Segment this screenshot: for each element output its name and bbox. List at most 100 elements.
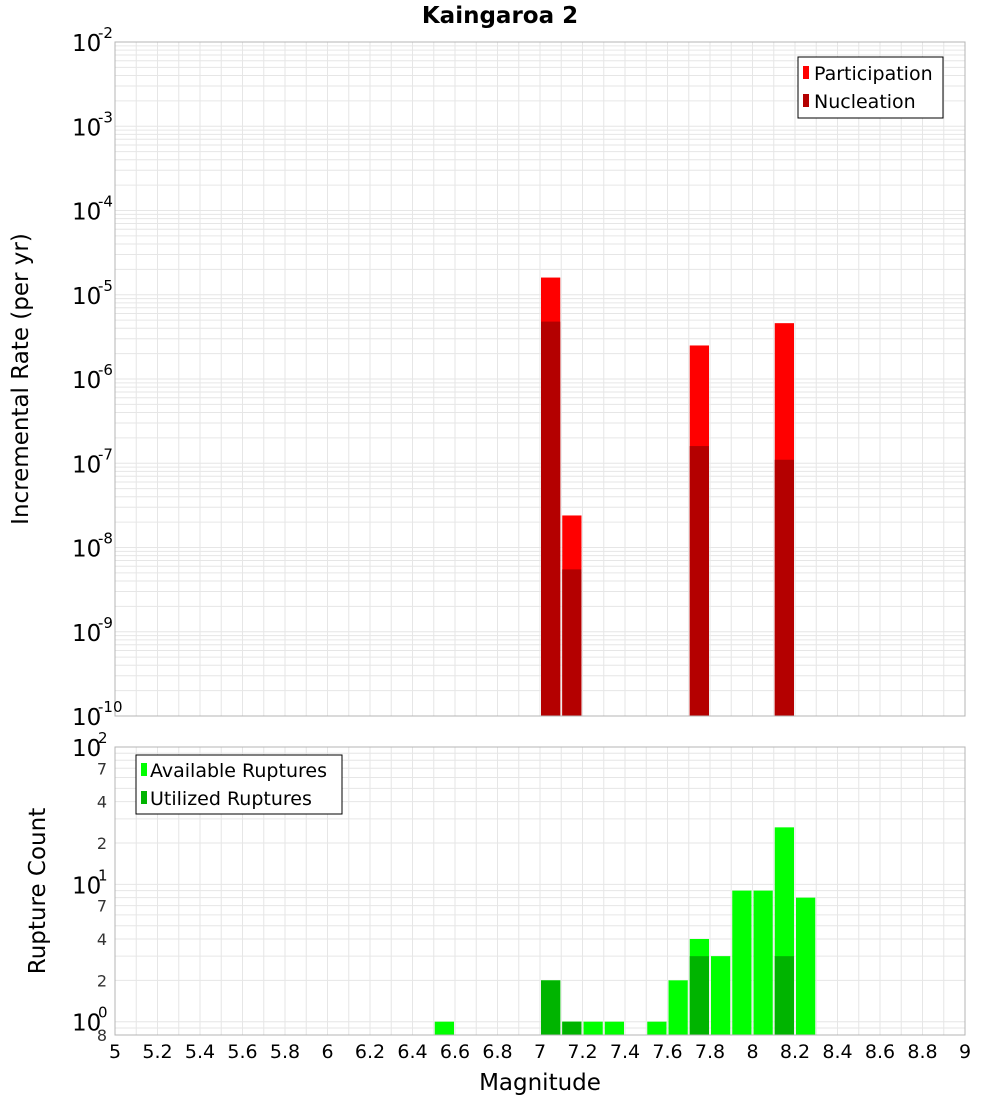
available-ruptures-bar <box>796 897 816 1035</box>
incremental-rate-y-tick-exponent: -8 <box>98 530 113 548</box>
magnitude-x-tick-label: 5.6 <box>227 1041 257 1063</box>
magnitude-x-tick-label: 5.4 <box>185 1041 215 1063</box>
magnitude-x-tick-label: 8.8 <box>907 1041 937 1063</box>
rupture-count-y-tick-label: 7 <box>97 759 107 778</box>
nucleation-bar <box>774 459 794 716</box>
available-ruptures-bar <box>583 1021 603 1035</box>
available-ruptures-bar <box>732 890 752 1035</box>
magnitude-x-tick-label: 5 <box>109 1041 121 1063</box>
rupture-count-y-tick-base: 10 <box>72 873 101 899</box>
incremental-rate-y-tick-exponent: -3 <box>98 108 113 126</box>
utilized-ruptures-bar <box>774 956 794 1035</box>
incremental-rate-y-tick-base: 10 <box>72 284 101 310</box>
incremental-rate-y-tick-base: 10 <box>72 705 101 731</box>
incremental-rate-y-tick-label: 10-3 <box>72 108 113 141</box>
rupture-count-y-axis-label: Rupture Count <box>25 808 51 974</box>
rupture-count-y-tick-label: 8 <box>97 1026 107 1045</box>
incremental-rate-y-tick-exponent: -2 <box>98 24 113 42</box>
incremental-rate-y-tick-exponent: -9 <box>98 614 113 632</box>
incremental-rate-y-tick-exponent: -7 <box>98 445 113 463</box>
rupture-count-y-tick-label: 4 <box>97 930 107 949</box>
available-ruptures-bar <box>711 956 731 1035</box>
incremental-rate-y-axis-label: Incremental Rate (per yr) <box>8 233 34 525</box>
magnitude-x-tick-label: 8.2 <box>780 1041 810 1063</box>
incremental-rate-y-tick-base: 10 <box>72 621 101 647</box>
incremental-rate-y-tick-label: 10-4 <box>72 193 113 226</box>
magnitude-x-tick-label: 7.4 <box>610 1041 640 1063</box>
incremental-rate-y-ticks: 10-210-310-410-510-610-710-810-910-10 <box>72 24 123 731</box>
incremental-rate-y-tick-label: 10-7 <box>72 445 113 478</box>
incremental-rate-y-tick-base: 10 <box>72 200 101 226</box>
incremental-rate-y-tick-label: 10-10 <box>72 698 123 731</box>
available-ruptures-bar <box>668 980 688 1035</box>
rupture-count-y-tick-base: 10 <box>72 736 101 762</box>
magnitude-x-axis-label: Magnitude <box>479 1070 601 1096</box>
rupture-count-y-tick-label: 102 <box>72 729 108 762</box>
magnitude-x-ticks: 5 5.2 5.4 5.6 5.8 6 6.2 6.4 6.6 6.8 7 7.2 7.4 7.6 7.8 8… <box>109 1041 971 1063</box>
nucleation-legend-label: Nucleation <box>814 91 916 113</box>
available-ruptures-bar <box>753 890 773 1035</box>
magnitude-x-tick-label: 6.4 <box>397 1041 427 1063</box>
available-ruptures-legend-label: Available Ruptures <box>150 760 327 782</box>
incremental-rate-panel: 10-210-310-410-510-610-710-810-910-10 In… <box>8 24 966 731</box>
incremental-rate-grid <box>114 42 966 717</box>
rupture-count-y-tick-label: 101 <box>72 866 108 899</box>
magnitude-x-tick-label: 7.6 <box>652 1041 682 1063</box>
available-ruptures-bar <box>434 1021 454 1035</box>
incremental-rate-y-tick-label: 10-8 <box>72 530 113 563</box>
magnitude-x-tick-label: 7 <box>534 1041 546 1063</box>
utilized-ruptures-bar <box>541 980 561 1035</box>
magnitude-x-tick-label: 5.8 <box>270 1041 300 1063</box>
participation-legend-label: Participation <box>814 63 933 85</box>
incremental-rate-y-tick-label: 10-5 <box>72 277 113 310</box>
incremental-rate-y-tick-label: 10-9 <box>72 614 113 647</box>
magnitude-x-tick-label: 6 <box>321 1041 333 1063</box>
magnitude-x-tick-label: 8.6 <box>865 1041 895 1063</box>
incremental-rate-y-tick-base: 10 <box>72 115 101 141</box>
incremental-rate-y-tick-base: 10 <box>72 537 101 563</box>
magnitude-x-tick-label: 6.8 <box>482 1041 512 1063</box>
incremental-rate-y-tick-label: 10-6 <box>72 361 113 394</box>
magnitude-x-tick-label: 7.2 <box>567 1041 597 1063</box>
utilized-ruptures-legend-swatch <box>141 791 147 804</box>
incremental-rate-y-tick-exponent: -4 <box>98 193 113 211</box>
incremental-rate-plot-border <box>114 41 966 717</box>
incremental-rate-y-tick-exponent: -5 <box>98 277 113 295</box>
utilized-ruptures-bar <box>689 956 709 1035</box>
rupture-count-y-tick-base: 10 <box>72 1011 101 1037</box>
rupture-count-y-tick-label: 7 <box>97 897 107 916</box>
available-ruptures-legend-swatch <box>141 763 147 776</box>
incremental-rate-y-tick-base: 10 <box>72 452 101 478</box>
rupture-count-y-tick-exponent: 0 <box>98 1004 108 1022</box>
incremental-rate-y-tick-exponent: -10 <box>98 698 123 716</box>
nucleation-bar <box>689 446 709 716</box>
rupture-count-y-tick-exponent: 2 <box>98 729 108 747</box>
incremental-rate-y-tick-label: 10-2 <box>72 24 113 57</box>
chart-title: Kaingaroa 2 <box>422 3 578 29</box>
utilized-ruptures-bar <box>562 1021 582 1035</box>
utilized-ruptures-legend-label: Utilized Ruptures <box>150 788 312 810</box>
magnitude-x-tick-label: 8 <box>746 1041 758 1063</box>
magnitude-x-tick-label: 5.2 <box>142 1041 172 1063</box>
magnitude-x-tick-label: 8.4 <box>822 1041 852 1063</box>
rupture-count-y-tick-exponent: 1 <box>98 866 108 884</box>
participation-legend-swatch <box>803 66 809 79</box>
incremental-rate-y-tick-base: 10 <box>72 31 101 57</box>
incremental-rate-legend: Participation Nucleation <box>797 56 944 119</box>
magnitude-x-tick-label: 7.8 <box>695 1041 725 1063</box>
rupture-count-plot-border <box>114 746 966 1036</box>
incremental-rate-y-tick-exponent: -6 <box>98 361 113 379</box>
rupture-count-legend: Available Ruptures Utilized Ruptures <box>135 754 343 815</box>
rupture-count-bars <box>434 827 816 1035</box>
rupture-count-y-tick-label: 4 <box>97 793 107 812</box>
magnitude-x-tick-label: 6.6 <box>440 1041 470 1063</box>
rupture-count-y-tick-label: 2 <box>97 834 107 853</box>
available-ruptures-bar <box>604 1021 624 1035</box>
incremental-rate-legend-box <box>797 56 944 119</box>
rupture-count-y-tick-label: 2 <box>97 971 107 990</box>
nucleation-legend-swatch <box>803 94 809 107</box>
rupture-count-legend-box <box>135 754 343 815</box>
